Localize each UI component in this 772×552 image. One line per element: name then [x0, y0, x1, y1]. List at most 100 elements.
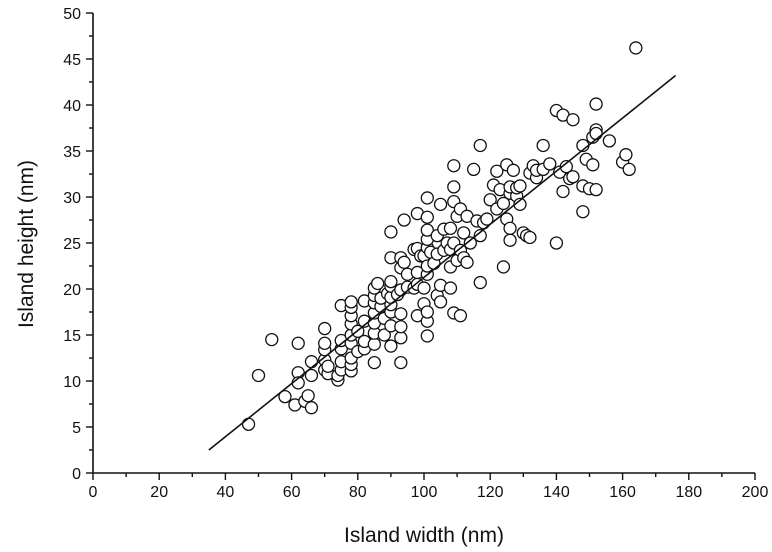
data-point: [420, 305, 434, 319]
data-point: [321, 359, 335, 373]
data-point: [496, 196, 511, 211]
y-tick-label: 10: [63, 374, 81, 391]
data-point: [384, 339, 398, 353]
y-axis-title: Island height (nm): [15, 160, 38, 328]
data-point: [367, 337, 382, 351]
data-point: [453, 309, 468, 323]
y-tick-label: 30: [63, 190, 81, 207]
data-point: [447, 180, 461, 194]
data-point: [503, 221, 517, 235]
data-point: [371, 276, 385, 291]
y-tick-label: 40: [63, 98, 81, 115]
data-point: [265, 332, 279, 347]
data-point: [506, 163, 521, 177]
data-point: [344, 295, 358, 309]
y-tick-label: 35: [63, 144, 81, 161]
y-tick-label: 25: [63, 236, 81, 253]
data-point: [566, 170, 580, 184]
y-tick-label: 20: [63, 282, 81, 299]
x-tick-label: 60: [283, 484, 301, 501]
data-point: [496, 260, 511, 274]
data-point: [397, 213, 411, 227]
data-point: [466, 162, 481, 177]
data-point: [318, 321, 332, 336]
data-point: [473, 138, 487, 153]
data-point: [549, 236, 564, 250]
data-point: [523, 230, 537, 245]
x-tick-label: 100: [411, 484, 438, 501]
data-point: [589, 182, 603, 197]
data-point: [384, 225, 398, 239]
data-point: [619, 148, 633, 162]
data-point: [589, 126, 603, 141]
data-point: [420, 329, 434, 343]
x-tick-label: 180: [675, 484, 702, 501]
data-point: [433, 295, 448, 309]
x-tick-label: 80: [349, 484, 367, 501]
data-point: [443, 221, 458, 235]
x-axis-title: Island width (nm): [344, 524, 504, 547]
x-tick-label: 200: [742, 484, 769, 501]
y-tick-label: 0: [72, 466, 81, 483]
data-point: [536, 138, 550, 153]
x-tick-label: 160: [609, 484, 636, 501]
data-points: [241, 41, 643, 431]
data-point: [556, 184, 570, 199]
data-point: [460, 255, 474, 269]
y-tick-label: 50: [63, 6, 81, 23]
data-point: [304, 368, 319, 383]
data-point: [490, 164, 504, 178]
data-point: [433, 197, 448, 212]
data-point: [420, 223, 434, 237]
data-point: [291, 336, 305, 350]
data-point: [318, 336, 332, 350]
y-tick-label: 45: [63, 52, 81, 69]
data-point: [397, 255, 411, 269]
data-point: [420, 210, 434, 224]
data-point: [301, 389, 315, 403]
data-point: [241, 417, 256, 431]
data-point: [463, 236, 477, 250]
data-point: [377, 328, 391, 342]
x-tick-label: 0: [89, 484, 98, 501]
data-point: [513, 179, 527, 193]
data-point: [394, 355, 408, 370]
data-point: [367, 355, 382, 370]
y-tick-label: 5: [72, 420, 81, 437]
data-point: [447, 159, 461, 173]
data-point: [278, 389, 292, 404]
data-point: [622, 162, 636, 177]
x-tick-label: 20: [150, 484, 168, 501]
data-point: [473, 275, 487, 290]
y-tick-label: 15: [63, 328, 81, 345]
data-point: [602, 134, 617, 148]
x-tick-label: 140: [543, 484, 570, 501]
x-tick-label: 120: [477, 484, 504, 501]
data-point: [473, 228, 487, 243]
tick-marks: [86, 12, 756, 480]
data-point: [394, 331, 408, 345]
data-point: [251, 368, 266, 383]
x-tick-label: 40: [217, 484, 235, 501]
data-point: [384, 274, 398, 289]
data-point: [559, 159, 573, 174]
fit-line-group: [208, 74, 677, 451]
data-point: [304, 401, 319, 415]
data-point: [483, 193, 497, 207]
fit-line: [208, 74, 677, 451]
data-point: [543, 157, 557, 171]
tick-labels: 0 20 40 60 80 100 120 140 160 180 200 0 5 10 15 20 25 30 3…: [63, 6, 768, 501]
data-point: [420, 191, 434, 205]
data-point: [576, 205, 590, 219]
data-point: [394, 320, 408, 334]
data-point: [417, 281, 431, 295]
data-point: [457, 226, 471, 240]
data-point: [503, 233, 517, 247]
data-point: [394, 307, 408, 321]
data-point: [443, 281, 458, 295]
data-point: [589, 97, 603, 111]
data-point: [304, 355, 319, 369]
data-point: [480, 212, 494, 226]
data-point: [629, 41, 643, 55]
